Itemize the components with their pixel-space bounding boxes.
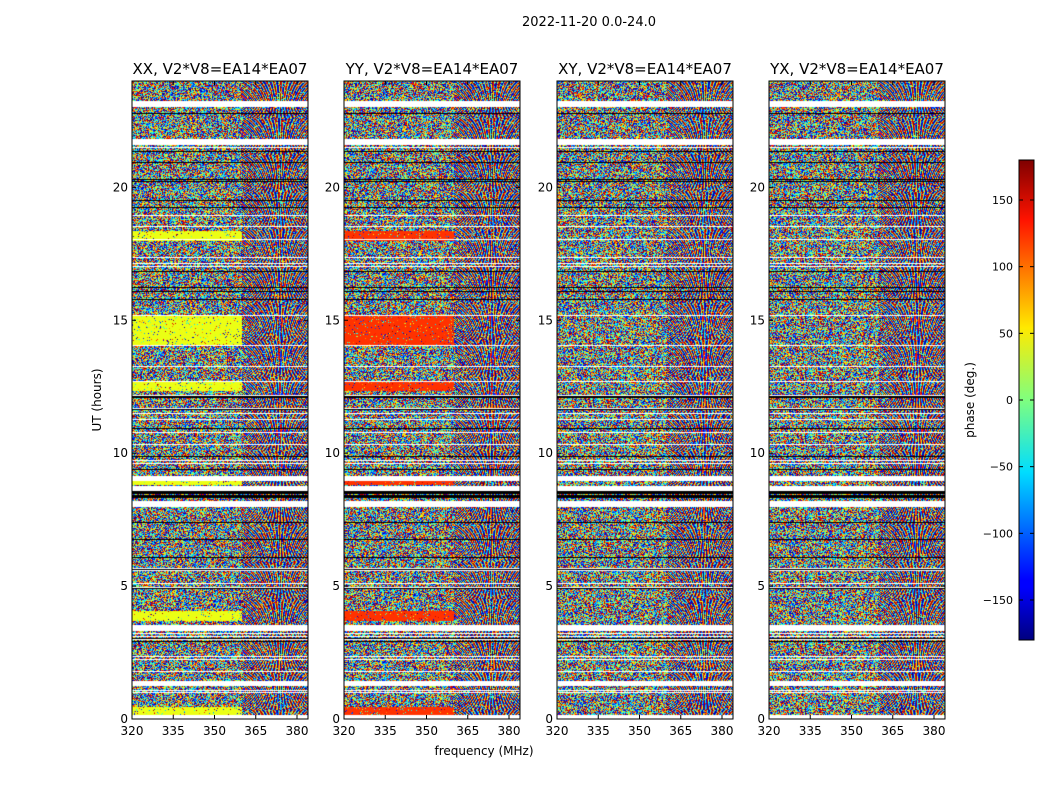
x-tick-label: 335 [374, 724, 397, 738]
colorbar-tick-label: 0 [1006, 394, 1013, 407]
heatmap-yy [344, 81, 520, 719]
y-tick-label: 15 [538, 313, 553, 327]
x-tick-label: 320 [121, 724, 144, 738]
x-tick-label: 380 [923, 724, 946, 738]
x-tick-label: 350 [628, 724, 651, 738]
y-tick-label: 20 [750, 180, 765, 194]
panel-title-xy: XY, V2*V8=EA14*EA07 [558, 60, 732, 78]
y-tick-label: 20 [325, 180, 340, 194]
y-tick-label: 15 [113, 313, 128, 327]
panel-yy: YY, V2*V8=EA14*EA07 [343, 60, 521, 720]
axis-ticks: 320 335 350 365 380 0 5 10 15 20 320 335 350 365 380 0 5… [113, 81, 946, 738]
x-tick-label: 365 [456, 724, 479, 738]
y-tick-label: 10 [538, 446, 553, 460]
colorbar-tick-label: −50 [990, 461, 1013, 474]
y-axis-label: UT (hours) [90, 368, 104, 431]
colorbar-label: phase (deg.) [963, 362, 977, 438]
x-tick-label: 380 [498, 724, 521, 738]
panel-title-yx: YX, V2*V8=EA14*EA07 [769, 60, 944, 78]
x-tick-label: 365 [244, 724, 267, 738]
y-tick-label: 0 [545, 712, 553, 726]
x-tick-label: 350 [415, 724, 438, 738]
x-tick-label: 335 [587, 724, 610, 738]
colorbar: 150 100 50 0 −50 −100 −150 phase (deg.) [963, 159, 1035, 641]
panel-title-yy: YY, V2*V8=EA14*EA07 [345, 60, 519, 78]
x-tick-label: 380 [711, 724, 734, 738]
colorbar-tick-label: 150 [992, 194, 1013, 207]
y-tick-label: 5 [332, 579, 340, 593]
x-axis-label: frequency (MHz) [434, 744, 533, 758]
x-tick-label: 335 [799, 724, 822, 738]
x-tick-label: 365 [669, 724, 692, 738]
y-tick-label: 15 [750, 313, 765, 327]
colorbar-tick-label: 100 [992, 261, 1013, 274]
panel-title-xx: XX, V2*V8=EA14*EA07 [133, 60, 308, 78]
y-tick-label: 0 [120, 712, 128, 726]
y-tick-label: 0 [757, 712, 765, 726]
colorbar-tick-label: −100 [983, 527, 1013, 540]
colorbar-tick-label: 50 [999, 327, 1013, 340]
x-tick-label: 320 [546, 724, 569, 738]
heatmap-xx [132, 81, 308, 719]
panel-xy: XY, V2*V8=EA14*EA07 [556, 60, 734, 720]
y-tick-label: 15 [325, 313, 340, 327]
x-tick-label: 350 [203, 724, 226, 738]
x-tick-label: 335 [162, 724, 185, 738]
axes-frame-xx [131, 80, 309, 720]
axes-frame-yy [343, 80, 521, 720]
x-tick-label: 365 [881, 724, 904, 738]
y-tick-label: 20 [113, 180, 128, 194]
y-tick-label: 5 [545, 579, 553, 593]
x-tick-label: 350 [840, 724, 863, 738]
y-tick-label: 5 [757, 579, 765, 593]
axes-frame-yx [768, 80, 946, 720]
colorbar-ticks: 150 100 50 0 −50 −100 −150 [983, 194, 1034, 607]
figure-suptitle: 2022-11-20 0.0-24.0 [522, 15, 656, 30]
panel-xx: XX, V2*V8=EA14*EA07 [131, 60, 309, 720]
panel-yx: YX, V2*V8=EA14*EA07 [768, 60, 946, 720]
y-tick-label: 10 [325, 446, 340, 460]
y-tick-label: 10 [750, 446, 765, 460]
heatmap-xy [557, 81, 733, 719]
y-tick-label: 10 [113, 446, 128, 460]
x-tick-label: 320 [333, 724, 356, 738]
x-tick-label: 320 [758, 724, 781, 738]
heatmap-yx [769, 81, 945, 719]
y-tick-label: 20 [538, 180, 553, 194]
y-tick-label: 0 [332, 712, 340, 726]
axes-frame-xy [556, 80, 734, 720]
colorbar-tick-label: −150 [983, 594, 1013, 607]
x-tick-label: 380 [286, 724, 309, 738]
y-tick-label: 5 [120, 579, 128, 593]
